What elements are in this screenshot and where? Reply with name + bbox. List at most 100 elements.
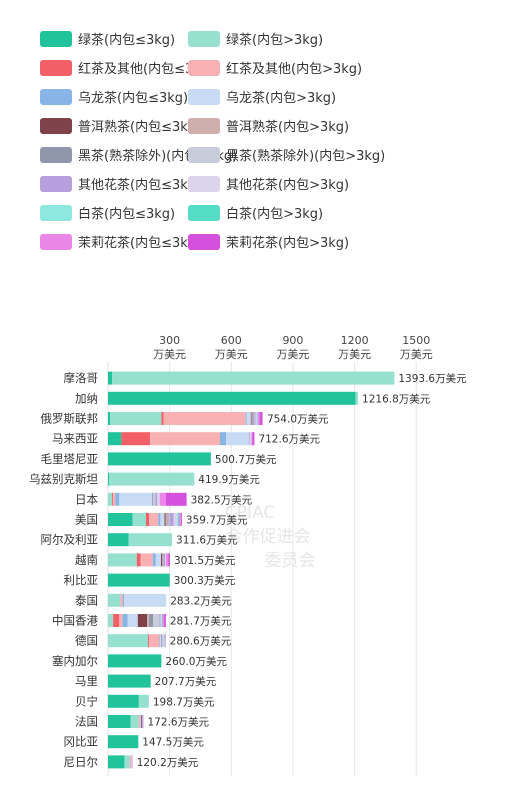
legend-label: 普洱熟茶(内包>3kg) [226,120,350,135]
x-tick-label: 900 [282,334,303,347]
category-label: 塞内加尔 [52,654,98,668]
legend-label: 其他花茶(内包≤3kg) [78,178,202,193]
bar-segment [153,492,156,506]
data-label: 382.5万美元 [191,493,253,506]
bar-segment [108,735,139,749]
data-label: 260.0万美元 [165,655,227,668]
category-label: 加纳 [75,391,98,405]
bar-segment [142,715,143,728]
x-tick-unit: 万美元 [338,348,371,361]
bar-segment [163,634,165,648]
category-label: 阿尔及利亚 [41,533,99,547]
data-label: 120.2万美元 [137,756,199,769]
bar-segment [131,755,133,769]
bar-segment [251,412,253,425]
bar-segment [160,614,162,627]
legend-item: 白茶(内包>3kg) [188,203,323,222]
legend-swatch [188,88,220,105]
chart-legend: 绿茶(内包≤3kg) 绿茶(内包>3kg) 红茶及其他(内包≤3kg) 红茶及其他(内… [40,24,500,256]
x-tick-unit: 万美元 [215,348,248,361]
bar-segment [148,634,150,648]
legend-row: 白茶(内包≤3kg) 白茶(内包>3kg) [40,198,500,227]
bar-segment [253,412,255,425]
bar-segment [159,634,160,648]
category-label: 利比亚 [64,573,99,587]
bar-segment [153,614,160,627]
legend-swatch [188,117,220,134]
bar-segment [108,715,131,728]
bar-segment [149,614,154,627]
legend-row: 绿茶(内包≤3kg) 绿茶(内包>3kg) [40,24,500,53]
legend-label: 白茶(内包>3kg) [226,207,324,222]
legend-swatch [40,175,72,192]
bar-segment [129,755,132,769]
watermark-line2: 委员会 [265,551,316,571]
legend-swatch [188,233,220,250]
legend-label: 黑茶(熟茶除外)(内包>3kg) [226,149,386,164]
legend-swatch [188,175,220,192]
bar-segment [147,614,150,627]
bar-segment [177,513,179,526]
bar-segment [131,755,132,769]
bar-segment [142,715,144,728]
x-tick-label: 1500 [402,334,430,347]
bar-segment [108,694,139,708]
bar-segment [149,513,159,526]
bar-segment [108,654,162,668]
bar-segment [150,432,220,446]
category-label: 德国 [75,634,98,648]
bar-segment [167,513,169,526]
x-tick-label: 300 [159,334,180,347]
bar-segment [108,492,113,506]
data-label: 1216.8万美元 [362,392,431,405]
bar-segment [157,492,160,506]
watermark-line1: 合作促进会 [226,527,311,547]
bar-segment [161,553,163,567]
bar-segment [159,634,162,648]
bar-segment [122,614,128,627]
bar-segment [108,533,129,547]
bar-segment [161,614,163,627]
bar-segment [119,614,123,627]
legend-item: 其他花茶(内包>3kg) [188,174,349,193]
data-label: 283.2万美元 [170,594,232,607]
legend-item: 其他花茶(内包≤3kg) [40,174,201,193]
category-label: 中国香港 [52,614,98,628]
category-label: 马来西亚 [52,432,98,446]
data-label: 500.7万美元 [215,453,277,466]
legend-row: 茉莉花茶(内包≤3kg) 茉莉花茶(内包>3kg) [40,227,500,256]
bar-segment [124,593,167,607]
bar-segment [163,634,164,648]
legend-swatch [188,146,220,163]
data-label: 280.6万美元 [170,635,232,648]
data-label: 172.6万美元 [147,716,209,729]
data-label: 754.0万美元 [267,413,329,426]
data-label: 712.6万美元 [258,433,320,446]
category-label: 日本 [75,492,98,506]
legend-label: 白茶(内包≤3kg) [78,207,176,222]
category-label: 毛里塔尼亚 [41,452,99,466]
legend-swatch [40,88,72,105]
bar-segment [108,573,170,587]
legend-swatch [188,59,220,76]
bar-segment [132,513,147,526]
bar-segment [108,452,211,466]
legend-label: 其他花茶(内包>3kg) [226,178,350,193]
bar-segment [108,412,111,425]
category-label: 尼日尔 [64,755,99,769]
data-label: 1393.6万美元 [398,372,467,385]
bar-segment [130,715,139,728]
bar-segment [259,412,263,425]
legend-row: 乌龙茶(内包≤3kg) 乌龙茶(内包>3kg) [40,82,500,111]
legend-swatch [40,117,72,134]
bar-segment [152,492,154,506]
legend-item: 黑茶(熟茶除外)(内包>3kg) [188,145,385,164]
data-label: 147.5万美元 [142,736,204,749]
legend-item: 绿茶(内包≤3kg) [40,29,188,48]
legend-item: 茉莉花茶(内包≤3kg) [40,232,201,251]
legend-item: 白茶(内包≤3kg) [40,203,188,222]
bar-segment [155,492,158,506]
bar-segment [168,553,170,567]
bar-segment [121,432,151,446]
legend-item: 红茶及其他(内包>3kg) [188,58,362,77]
